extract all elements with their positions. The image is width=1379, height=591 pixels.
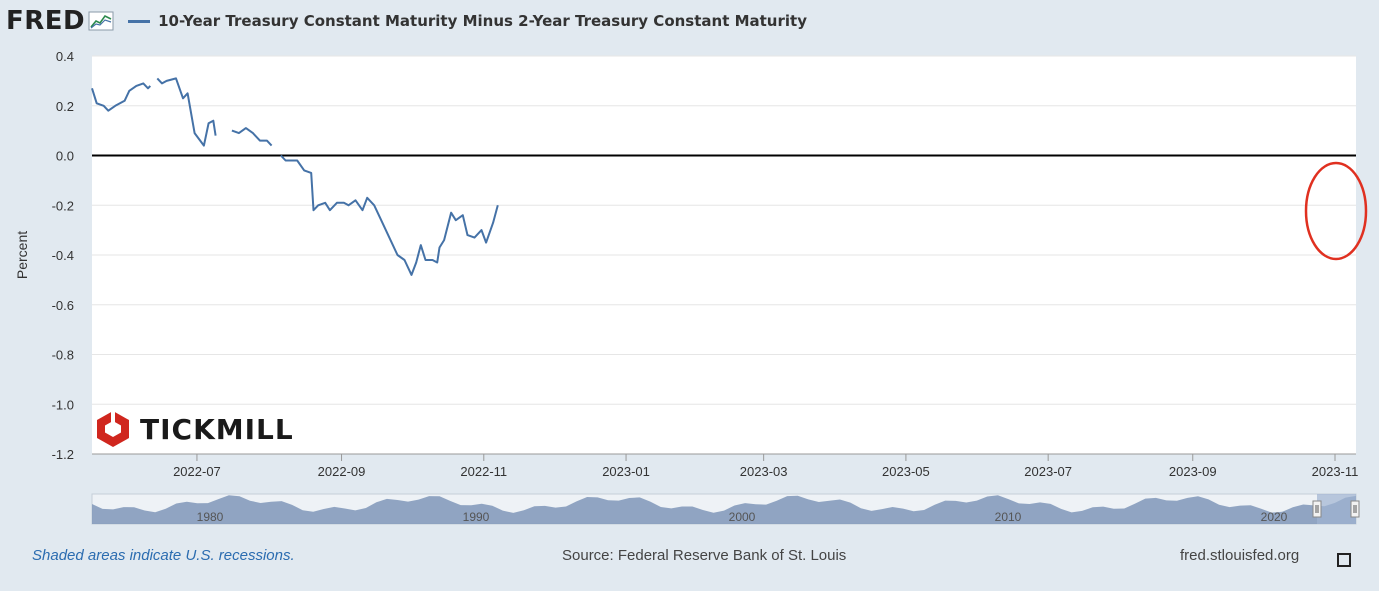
y-tick-label: -1.0 — [52, 397, 74, 412]
x-tick-label: 2023-09 — [1169, 464, 1217, 479]
fred-graph-icon — [88, 11, 114, 31]
y-tick-label: -0.8 — [52, 348, 74, 363]
navigator-label: 1990 — [463, 510, 490, 524]
navigator-label: 2020 — [1261, 510, 1288, 524]
x-tick-label: 2022-09 — [318, 464, 366, 479]
x-tick-label: 2023-03 — [740, 464, 788, 479]
y-tick-label: -0.6 — [52, 298, 74, 313]
series-line — [91, 82, 152, 112]
navigator-series — [92, 495, 1356, 524]
navigator-handle[interactable] — [1350, 500, 1360, 518]
tickmill-logo-icon — [97, 411, 129, 447]
tickmill-wordmark: TICKMILL — [140, 412, 294, 446]
chart-title: 10-Year Treasury Constant Maturity Minus… — [158, 12, 807, 30]
navigator-window — [1317, 494, 1356, 524]
recession-note: Shaded areas indicate U.S. recessions. — [32, 547, 295, 564]
series-line — [231, 127, 273, 147]
x-tick-label: 2023-01 — [602, 464, 650, 479]
navigator-label: 2010 — [995, 510, 1022, 524]
x-tick-label: 2023-07 — [1024, 464, 1072, 479]
y-tick-label: 0.4 — [56, 49, 74, 64]
source-note: Source: Federal Reserve Bank of St. Loui… — [562, 547, 847, 564]
y-axis-label: Percent — [14, 231, 30, 279]
legend-swatch — [128, 19, 151, 23]
y-tick-label: 0.0 — [56, 149, 74, 164]
chart-header: FRED 10-Year Treasury Constant Maturity … — [6, 4, 807, 38]
y-tick-label: 0.2 — [56, 99, 74, 114]
x-tick-label: 2022-07 — [173, 464, 221, 479]
y-tick-label: -1.2 — [52, 447, 74, 462]
series-line — [280, 154, 499, 276]
fullscreen-icon[interactable] — [1337, 553, 1351, 567]
y-tick-label: -0.2 — [52, 198, 74, 213]
navigator-label: 2000 — [729, 510, 756, 524]
site-link[interactable]: fred.stlouisfed.org — [1180, 547, 1300, 564]
highlight-ellipse — [1304, 161, 1368, 261]
fred-logo: FRED — [6, 6, 86, 36]
series-line — [156, 77, 217, 147]
tickmill-watermark: TICKMILL — [96, 410, 294, 448]
x-tick-label: 2022-11 — [460, 464, 507, 479]
navigator-label: 1980 — [197, 510, 224, 524]
y-tick-label: -0.4 — [52, 248, 74, 263]
navigator-handle[interactable] — [1312, 500, 1322, 518]
x-tick-label: 2023-11 — [1312, 464, 1359, 479]
x-tick-label: 2023-05 — [882, 464, 930, 479]
